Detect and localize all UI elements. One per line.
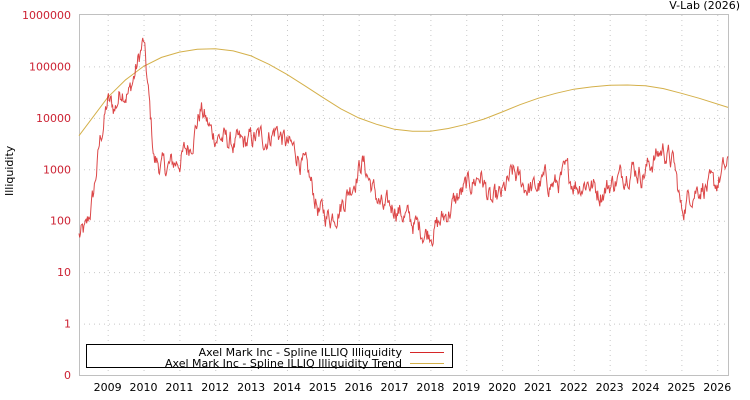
x-tick-label: 2020 (488, 381, 516, 394)
x-tick-label: 2018 (416, 381, 444, 394)
x-axis-ticks: 2009 2010 2011 2012 2013 2014 2015 2016 2017 2018… (94, 381, 732, 394)
y-tick-label: 100 (50, 215, 71, 228)
y-tick-label: 1000 (43, 163, 71, 176)
x-tick-label: 2021 (524, 381, 552, 394)
x-tick-label: 2026 (703, 381, 731, 394)
x-tick-label: 2023 (596, 381, 624, 394)
chart-credit: V-Lab (2026) (669, 0, 740, 12)
x-tick-label: 2015 (309, 381, 337, 394)
legend: Axel Mark Inc - Spline ILLIQ Illiquidity… (86, 344, 453, 370)
x-tick-label: 2022 (560, 381, 588, 394)
x-tick-label: 2024 (632, 381, 660, 394)
y-tick-label: 10 (57, 266, 71, 279)
x-tick-label: 2013 (237, 381, 265, 394)
x-tick-label: 2016 (345, 381, 373, 394)
legend-item-trend: Axel Mark Inc - Spline ILLIQ Illiquidity… (165, 356, 444, 370)
y-tick-label: 100000 (29, 60, 71, 73)
grid-lines (79, 15, 728, 375)
x-tick-label: 2012 (201, 381, 229, 394)
plot-frame (79, 14, 729, 376)
trend-line (78, 48, 729, 136)
x-tick-label: 2011 (165, 381, 193, 394)
legend-swatch-gold (410, 362, 444, 364)
y-tick-label: 1000000 (22, 9, 71, 22)
legend-swatch-red (410, 351, 444, 353)
y-tick-label: 1 (64, 318, 71, 331)
y-tick-label: 10000 (36, 112, 71, 125)
y-tick-label: 0 (64, 369, 71, 382)
x-tick-label: 2009 (94, 381, 122, 394)
illiquidity-line (78, 37, 729, 248)
x-tick-label: 2010 (130, 381, 158, 394)
x-tick-label: 2017 (381, 381, 409, 394)
legend-label: Axel Mark Inc - Spline ILLIQ Illiquidity… (165, 356, 402, 370)
x-tick-label: 2014 (273, 381, 301, 394)
x-tick-label: 2019 (452, 381, 480, 394)
legend-item-illiquidity: Axel Mark Inc - Spline ILLIQ Illiquidity (198, 345, 444, 359)
x-tick-label: 2025 (667, 381, 695, 394)
legend-label: Axel Mark Inc - Spline ILLIQ Illiquidity (198, 345, 402, 359)
